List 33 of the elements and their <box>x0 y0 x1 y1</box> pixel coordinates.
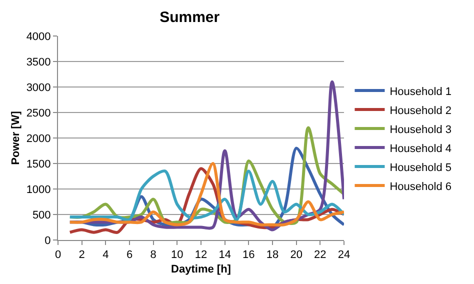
x-axis-title: Daytime [h] <box>171 263 232 276</box>
y-tick-label: 1000 <box>26 184 51 196</box>
x-tick-label: 12 <box>194 249 208 262</box>
x-tick-label: 18 <box>266 249 279 262</box>
x-tick-label: 2 <box>78 249 85 262</box>
legend-label: Household 6 <box>390 180 452 193</box>
y-axis-title: Power [W] <box>10 110 22 165</box>
x-tick-label: 6 <box>126 249 133 262</box>
legend-label: Household 4 <box>390 142 452 155</box>
y-tick-label: 500 <box>32 209 51 222</box>
legend-label: Household 1 <box>390 86 452 98</box>
x-tick-label: 14 <box>218 249 231 262</box>
y-tick-label: 3000 <box>26 82 51 94</box>
chart-title: Summer <box>160 8 220 26</box>
x-tick-label: 24 <box>338 249 350 262</box>
legend-label: Household 3 <box>390 124 452 136</box>
x-tick-label: 8 <box>150 249 156 262</box>
y-tick-label: 1500 <box>26 158 51 170</box>
y-tick-label: 2000 <box>26 132 51 145</box>
x-tick-label: 0 <box>54 249 62 262</box>
legend-label: Household 2 <box>390 104 452 117</box>
x-tick-label: 10 <box>171 249 184 262</box>
x-tick-label: 16 <box>242 249 255 262</box>
x-tick-label: 4 <box>102 249 109 262</box>
y-tick-label: 3500 <box>26 56 51 68</box>
y-tick-label: 2500 <box>26 107 51 120</box>
line-series <box>68 170 344 222</box>
y-tick-label: 4000 <box>26 30 51 43</box>
line-series <box>68 162 344 226</box>
x-tick-label: 22 <box>314 249 326 262</box>
x-tick-label: 20 <box>290 249 302 262</box>
legend-label: Household 5 <box>390 162 452 174</box>
y-tick-label: 0 <box>44 234 51 247</box>
